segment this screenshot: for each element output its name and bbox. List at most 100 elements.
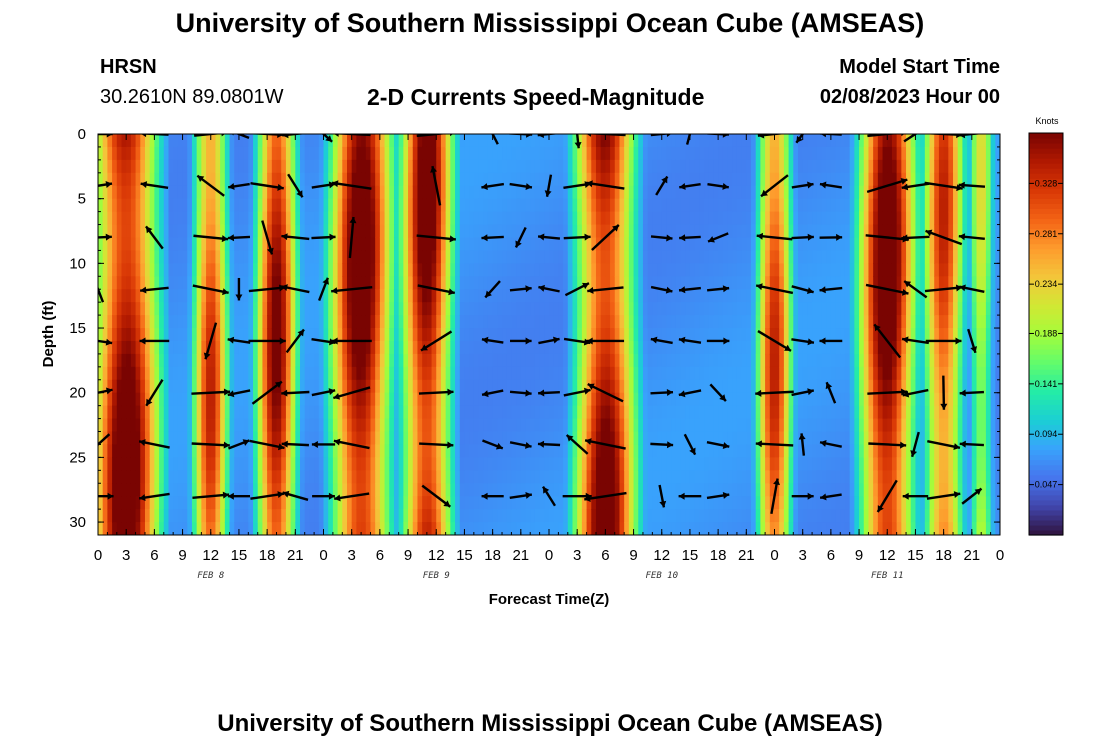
heat-cell	[619, 172, 625, 187]
heat-cell	[713, 198, 719, 213]
heat-cell	[356, 289, 362, 303]
heat-cell	[229, 457, 235, 471]
heat-cell	[826, 483, 832, 497]
heat-cell	[816, 185, 823, 200]
heat-cell	[774, 392, 780, 407]
heat-cell	[610, 146, 616, 161]
heat-cell	[591, 496, 597, 510]
heat-cell	[309, 172, 315, 187]
heat-cell	[248, 328, 254, 342]
heat-cell	[351, 418, 357, 433]
heat-cell	[544, 405, 550, 420]
heat-cell	[379, 353, 386, 368]
heat-cell	[196, 263, 202, 277]
heat-cell	[619, 185, 625, 200]
heat-cell	[248, 431, 254, 446]
heat-cell	[210, 211, 217, 226]
heat-cell	[116, 418, 123, 433]
heat-cell	[417, 496, 423, 510]
heat-cell	[713, 470, 719, 484]
heat-cell	[652, 392, 658, 407]
heat-cell	[257, 211, 264, 226]
heat-cell	[497, 146, 503, 161]
heat-cell	[323, 483, 329, 497]
heat-cell	[708, 405, 715, 420]
heat-cell	[412, 302, 419, 316]
heat-cell	[173, 237, 179, 252]
heat-cell	[671, 470, 677, 484]
heat-cell	[375, 302, 381, 316]
heat-cell	[375, 405, 381, 420]
heat-cell	[624, 379, 630, 394]
heat-cell	[647, 289, 653, 303]
heat-cell	[534, 185, 541, 200]
heat-cell	[793, 250, 799, 264]
heat-cell	[577, 353, 583, 368]
heat-cell	[689, 198, 696, 213]
heat-cell	[356, 509, 362, 523]
heat-cell	[840, 483, 846, 497]
heat-cell	[610, 366, 616, 381]
heat-cell	[140, 418, 146, 433]
heat-cell	[243, 340, 249, 355]
heat-cell	[304, 263, 311, 277]
heat-cell	[671, 276, 677, 290]
heat-cell	[774, 496, 780, 510]
heat-cell	[600, 146, 606, 161]
heat-cell	[483, 353, 489, 368]
heat-cell	[314, 405, 320, 420]
heat-cell	[844, 366, 851, 381]
heat-cell	[732, 224, 738, 239]
heat-cell	[300, 237, 306, 252]
heat-cell	[657, 250, 663, 264]
heat-cell	[98, 457, 104, 471]
heat-cell	[323, 470, 329, 484]
heat-cell	[154, 198, 160, 213]
heat-cell	[112, 263, 118, 277]
heat-cell	[379, 444, 386, 458]
heat-cell	[102, 483, 108, 497]
heat-cell	[736, 289, 743, 303]
heat-cell	[281, 522, 287, 535]
heat-cell	[694, 289, 700, 303]
heat-cell	[107, 134, 113, 148]
heat-cell	[318, 134, 325, 148]
model-start-label: Model Start Time	[839, 56, 1000, 78]
heat-cell	[436, 159, 442, 174]
heat-cell	[314, 496, 320, 510]
heat-cell	[262, 522, 268, 535]
heat-cell	[633, 392, 639, 407]
heat-cell	[722, 483, 729, 497]
heat-cell	[793, 146, 799, 161]
heat-cell	[633, 444, 639, 458]
heat-cell	[830, 237, 837, 252]
heat-cell	[765, 496, 771, 510]
heat-cell	[135, 289, 141, 303]
heat-cell	[812, 159, 818, 174]
heat-cell	[243, 366, 249, 381]
heat-cell	[285, 185, 292, 200]
heat-cell	[276, 457, 282, 471]
heat-cell	[455, 470, 461, 484]
heat-cell	[318, 315, 325, 329]
heat-cell	[751, 289, 757, 303]
heat-cell	[741, 431, 747, 446]
heat-cell	[361, 185, 367, 200]
heat-cell	[267, 224, 273, 239]
heat-cell	[633, 263, 639, 277]
heat-cell	[826, 198, 832, 213]
heat-cell	[116, 250, 123, 264]
heat-cell	[666, 522, 672, 535]
heat-cell	[370, 263, 376, 277]
heat-cell	[680, 366, 686, 381]
heat-cell	[751, 353, 757, 368]
heat-cell	[779, 431, 785, 446]
heat-cell	[802, 172, 808, 187]
heat-cell	[689, 302, 696, 316]
heat-cell	[567, 211, 574, 226]
heat-cell	[375, 379, 381, 394]
heat-cell	[144, 263, 151, 277]
heat-cell	[769, 483, 776, 497]
heat-cell	[445, 172, 451, 187]
heat-cell	[680, 224, 686, 239]
